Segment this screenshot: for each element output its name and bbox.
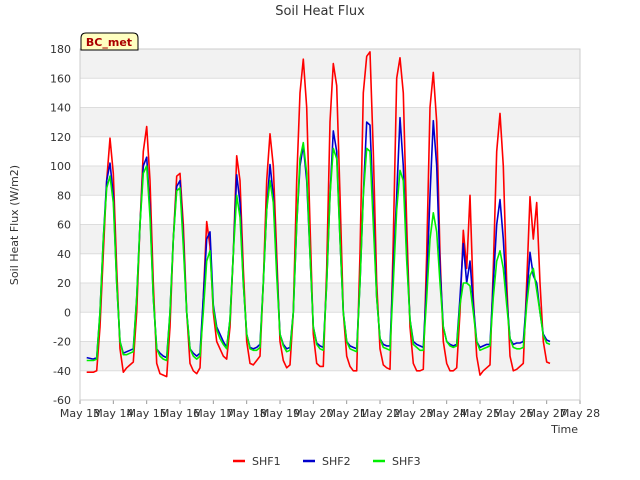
y-tick-label: 40 (57, 248, 71, 261)
site-badge: BC_met (80, 32, 139, 51)
x-tick-label: May 26 (493, 407, 533, 420)
x-axis-label: Time (550, 423, 578, 436)
y-tick-label: 120 (50, 131, 71, 144)
x-tick-label: May 15 (127, 407, 167, 420)
legend-label-shf2: SHF2 (322, 455, 351, 468)
x-tick-label: May 21 (327, 407, 367, 420)
legend-label-shf3: SHF3 (392, 455, 421, 468)
y-tick-labels: -60 -40 -20 0 20 40 60 80 100 120 140 160 180 (50, 43, 71, 407)
y-tick-label: 100 (50, 160, 71, 173)
y-tick-label: 20 (57, 277, 71, 290)
y-tick-label: -20 (53, 336, 71, 349)
y-tick-label: 80 (57, 189, 71, 202)
y-tick-label: 60 (57, 219, 71, 232)
y-axis-label: Soil Heat Flux (W/m2) (8, 165, 21, 285)
y-tick-label: -60 (53, 394, 71, 407)
x-tick-label: May 20 (293, 407, 333, 420)
x-tick-label: May 17 (193, 407, 233, 420)
plot-frame (79, 48, 581, 401)
y-tick-label: 140 (50, 102, 71, 115)
x-tick-label: May 23 (393, 407, 433, 420)
x-tick-label: May 18 (227, 407, 267, 420)
legend: SHF1 SHF2 SHF3 (233, 455, 421, 468)
series-line-shf1 (86, 51, 551, 378)
chart-title: Soil Heat Flux (275, 4, 365, 19)
series-line-shf3 (86, 141, 551, 362)
x-tick-label: May 13 (60, 407, 100, 420)
y-tick-label: 0 (64, 306, 71, 319)
x-tick-label: May 22 (360, 407, 400, 420)
background-band (80, 341, 580, 371)
y-tick-label: -40 (53, 365, 71, 378)
legend-label-shf1: SHF1 (252, 455, 281, 468)
site-badge-label: BC_met (86, 36, 132, 49)
x-tick-label: May 25 (460, 407, 500, 420)
x-tick-label: May 19 (260, 407, 300, 420)
y-tick-label: 160 (50, 72, 71, 85)
background-band (80, 283, 580, 313)
x-tick-label: May 24 (427, 407, 467, 420)
background-band (80, 49, 580, 79)
series-lines (86, 51, 551, 378)
x-tick-label: May 27 (527, 407, 567, 420)
y-tick-label: 180 (50, 43, 71, 56)
x-tick-label: May 28 (560, 407, 600, 420)
x-tick-label: May 16 (160, 407, 200, 420)
x-tick-label: May 14 (93, 407, 133, 420)
